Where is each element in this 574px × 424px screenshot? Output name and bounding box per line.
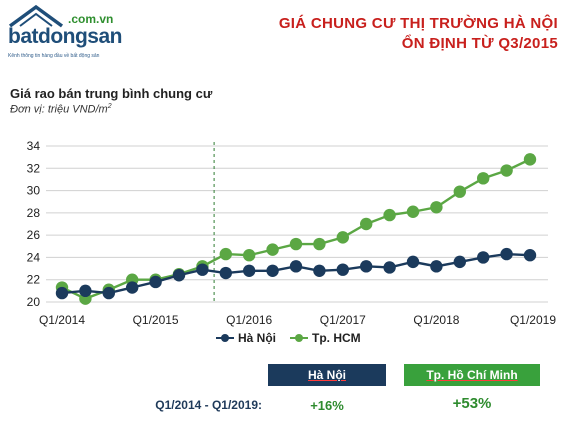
legend-item-hanoi: Hà Nội — [216, 331, 276, 345]
data-point — [360, 217, 373, 231]
data-point — [477, 251, 490, 264]
x-tick-label: Q1/2018 — [413, 313, 459, 327]
data-point — [523, 249, 537, 262]
data-point — [243, 264, 256, 277]
data-point — [406, 255, 420, 269]
data-point — [360, 260, 373, 273]
unit-superscript: 2 — [107, 103, 112, 110]
summary-period-label: Q1/2014 - Q1/2019: — [155, 398, 262, 412]
y-tick-label: 30 — [27, 184, 41, 198]
data-point — [383, 208, 396, 222]
summary-header-hanoi-text: Hà Nội — [307, 368, 346, 382]
data-point — [313, 237, 326, 251]
data-point — [102, 286, 116, 300]
data-point — [266, 264, 279, 277]
data-point — [219, 247, 232, 261]
legend-swatch-hanoi — [216, 333, 234, 343]
x-tick-label: Q1/2016 — [226, 313, 272, 327]
house-roof-icon — [8, 4, 64, 28]
data-point — [289, 260, 303, 273]
summary-header-hanoi: Hà Nội — [268, 364, 386, 386]
unit-text: Đơn vị: triệu VND/m — [10, 103, 108, 116]
data-point — [149, 275, 162, 289]
data-point — [430, 201, 443, 214]
data-point — [406, 205, 420, 218]
data-point — [243, 249, 256, 262]
legend-item-hcm: Tp. HCM — [290, 331, 361, 345]
title-line-1: GIÁ CHUNG CƯ THỊ TRƯỜNG HÀ NỘI — [278, 15, 558, 32]
data-point — [219, 266, 232, 280]
data-point — [313, 264, 326, 277]
summary-header-hcm: Tp. Hồ Chí Minh — [404, 364, 540, 386]
data-point — [172, 269, 186, 282]
data-point — [453, 185, 466, 198]
summary-value-hcm: +53% — [452, 395, 492, 412]
summary-value-hanoi: +16% — [310, 398, 344, 413]
data-point — [336, 263, 349, 276]
data-point — [55, 286, 69, 300]
legend-label-hanoi: Hà Nội — [238, 331, 277, 345]
y-tick-label: 34 — [27, 139, 41, 153]
brand-name: batdongsan — [8, 25, 123, 48]
data-point — [500, 164, 513, 177]
brand-domain: .com.vn — [68, 12, 114, 26]
data-point — [477, 172, 490, 185]
data-point — [500, 247, 513, 261]
y-tick-label: 32 — [27, 161, 41, 175]
data-point — [430, 260, 443, 273]
y-tick-label: 28 — [27, 206, 41, 220]
data-point — [453, 255, 466, 269]
brand-tagline: Kênh thông tin hàng đầu về bất động sản — [8, 53, 100, 59]
chart-subtitle: Giá rao bán trung bình chung cư — [10, 86, 213, 101]
summary-header-hcm-text: Tp. Hồ Chí Minh — [426, 368, 518, 382]
title-line-2: ỔN ĐỊNH TỪ Q3/2015 — [401, 35, 558, 52]
y-tick-label: 20 — [27, 295, 41, 309]
data-point — [126, 281, 139, 294]
chart-unit: Đơn vị: triệu VND/m2 — [10, 103, 112, 116]
data-point — [523, 153, 537, 166]
y-tick-label: 26 — [27, 228, 41, 242]
x-tick-label: Q1/2014 — [39, 313, 85, 327]
data-point — [196, 263, 209, 276]
y-tick-label: 22 — [27, 273, 41, 287]
data-point — [336, 231, 349, 244]
chart-legend: Hà Nội Tp. HCM — [216, 331, 361, 345]
page-title: GIÁ CHUNG CƯ THỊ TRƯỜNG HÀ NỘI ỔN ĐỊNH T… — [279, 14, 558, 54]
data-point — [266, 243, 279, 256]
x-tick-label: Q1/2019 — [510, 313, 556, 327]
data-point — [383, 261, 396, 274]
legend-swatch-hcm — [290, 333, 309, 343]
x-tick-label: Q1/2017 — [320, 313, 366, 327]
data-point — [289, 237, 303, 251]
x-tick-label: Q1/2015 — [133, 313, 179, 327]
y-tick-label: 24 — [27, 250, 41, 264]
data-point — [79, 284, 92, 298]
brand-logo: .com.vn batdongsan Kênh thông tin hàng đ… — [6, 4, 146, 74]
legend-label-hcm: Tp. HCM — [312, 331, 361, 345]
